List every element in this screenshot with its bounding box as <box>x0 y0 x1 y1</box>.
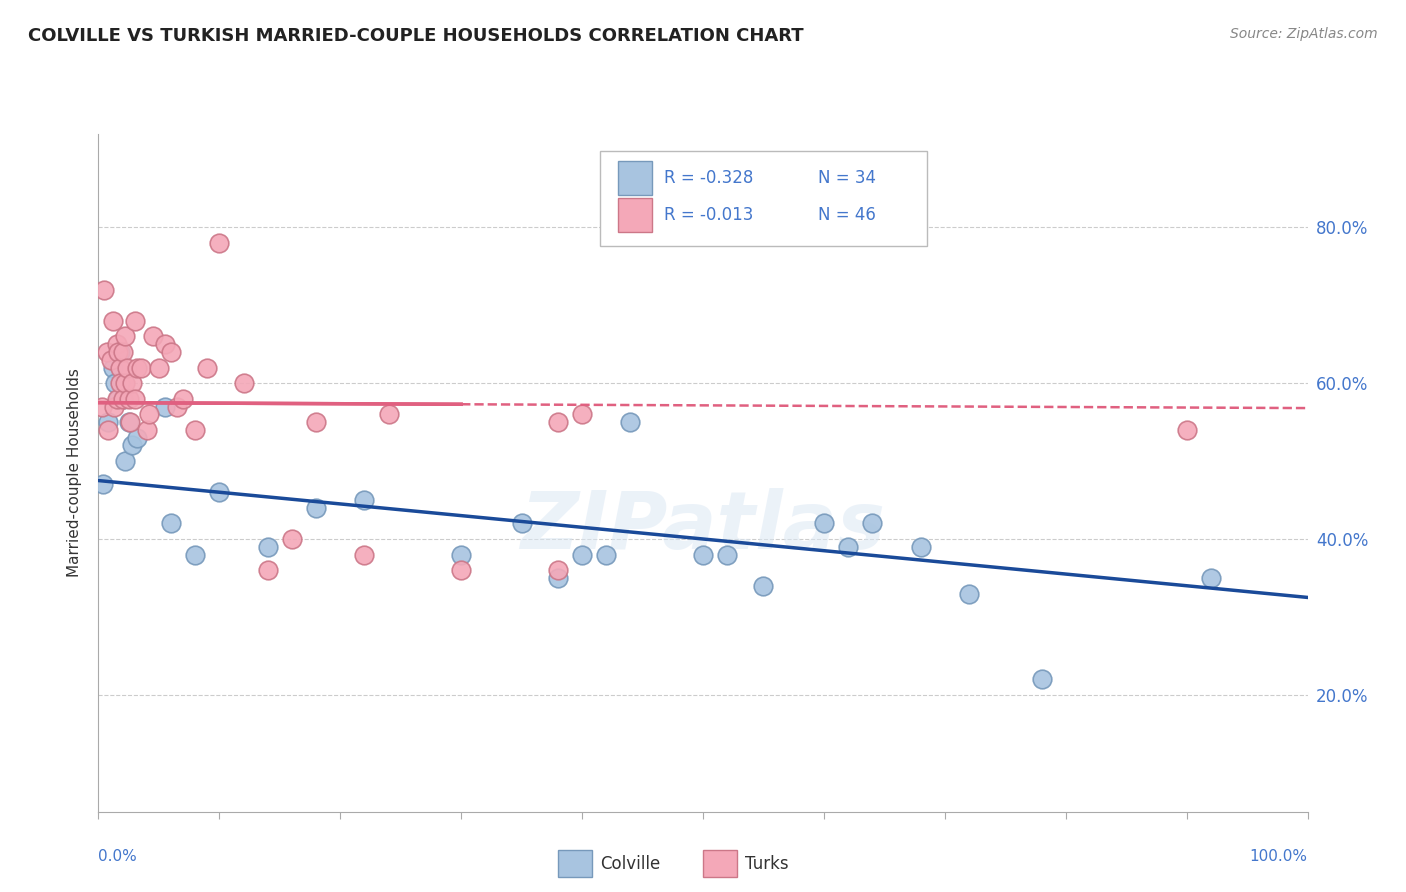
Point <box>142 329 165 343</box>
Point <box>111 392 134 406</box>
Point <box>91 400 114 414</box>
Point <box>547 571 569 585</box>
Point <box>97 415 120 429</box>
Point <box>547 415 569 429</box>
Point <box>256 563 278 577</box>
Point <box>172 392 194 406</box>
Text: Turks: Turks <box>745 855 789 873</box>
Point <box>166 400 188 414</box>
Point <box>860 516 883 531</box>
Text: N = 46: N = 46 <box>818 206 876 224</box>
Text: COLVILLE VS TURKISH MARRIED-COUPLE HOUSEHOLDS CORRELATION CHART: COLVILLE VS TURKISH MARRIED-COUPLE HOUSE… <box>28 27 804 45</box>
Text: R = -0.328: R = -0.328 <box>664 169 754 186</box>
FancyBboxPatch shape <box>600 151 927 245</box>
Point <box>571 407 593 421</box>
Point <box>111 345 134 359</box>
Point <box>910 540 932 554</box>
Point <box>752 579 775 593</box>
Point <box>114 454 136 468</box>
Point <box>450 563 472 577</box>
Point <box>232 376 254 391</box>
Y-axis label: Married-couple Households: Married-couple Households <box>67 368 83 577</box>
FancyBboxPatch shape <box>619 161 652 194</box>
Point <box>450 548 472 562</box>
Point <box>281 532 304 546</box>
Point <box>547 563 569 577</box>
Point <box>305 415 328 429</box>
Point <box>124 314 146 328</box>
Point <box>160 516 183 531</box>
Point <box>129 360 152 375</box>
Point <box>91 477 114 491</box>
Point <box>127 431 149 445</box>
Point <box>195 360 218 375</box>
Point <box>148 360 170 375</box>
Point <box>692 548 714 562</box>
Text: Source: ZipAtlas.com: Source: ZipAtlas.com <box>1230 27 1378 41</box>
Point <box>105 337 128 351</box>
Point <box>1175 423 1198 437</box>
Point <box>571 548 593 562</box>
Point <box>153 400 176 414</box>
Point <box>510 516 533 531</box>
Point <box>1199 571 1222 585</box>
Text: ZIPatlas: ZIPatlas <box>520 488 886 566</box>
Text: Colville: Colville <box>600 855 661 873</box>
Point <box>813 516 835 531</box>
Point <box>105 392 128 406</box>
Point <box>1031 672 1053 686</box>
Point <box>160 345 183 359</box>
Point <box>118 415 141 429</box>
Text: 100.0%: 100.0% <box>1250 849 1308 864</box>
Point <box>138 407 160 421</box>
Point <box>118 392 141 406</box>
Point <box>305 500 328 515</box>
Point <box>108 376 131 391</box>
Point <box>111 392 134 406</box>
Point <box>104 376 127 391</box>
Point <box>107 345 129 359</box>
Point <box>108 360 131 375</box>
Point <box>101 360 124 375</box>
Point <box>114 376 136 391</box>
Text: N = 34: N = 34 <box>818 169 876 186</box>
Text: R = -0.013: R = -0.013 <box>664 206 754 224</box>
Point <box>595 548 617 562</box>
Point <box>184 548 207 562</box>
Point <box>97 423 120 437</box>
Point <box>118 415 141 429</box>
Point <box>96 345 118 359</box>
FancyBboxPatch shape <box>558 850 592 878</box>
Point <box>124 392 146 406</box>
Point <box>101 314 124 328</box>
Text: 0.0%: 0.0% <box>98 849 138 864</box>
Point <box>117 360 139 375</box>
Point <box>107 392 129 406</box>
Point <box>377 407 399 421</box>
Point <box>716 548 738 562</box>
Point <box>108 345 131 359</box>
Point <box>114 329 136 343</box>
Point <box>208 485 231 500</box>
Point <box>103 400 125 414</box>
Point <box>353 493 375 508</box>
Point <box>93 283 115 297</box>
Point <box>208 235 231 250</box>
Point <box>184 423 207 437</box>
Point <box>100 352 122 367</box>
Point <box>127 360 149 375</box>
Point <box>256 540 278 554</box>
Point <box>153 337 176 351</box>
Point <box>121 376 143 391</box>
Point <box>135 423 157 437</box>
Point <box>619 415 641 429</box>
FancyBboxPatch shape <box>619 198 652 232</box>
Point <box>837 540 859 554</box>
Point <box>353 548 375 562</box>
Point <box>121 438 143 452</box>
Point <box>957 586 980 600</box>
FancyBboxPatch shape <box>703 850 737 878</box>
